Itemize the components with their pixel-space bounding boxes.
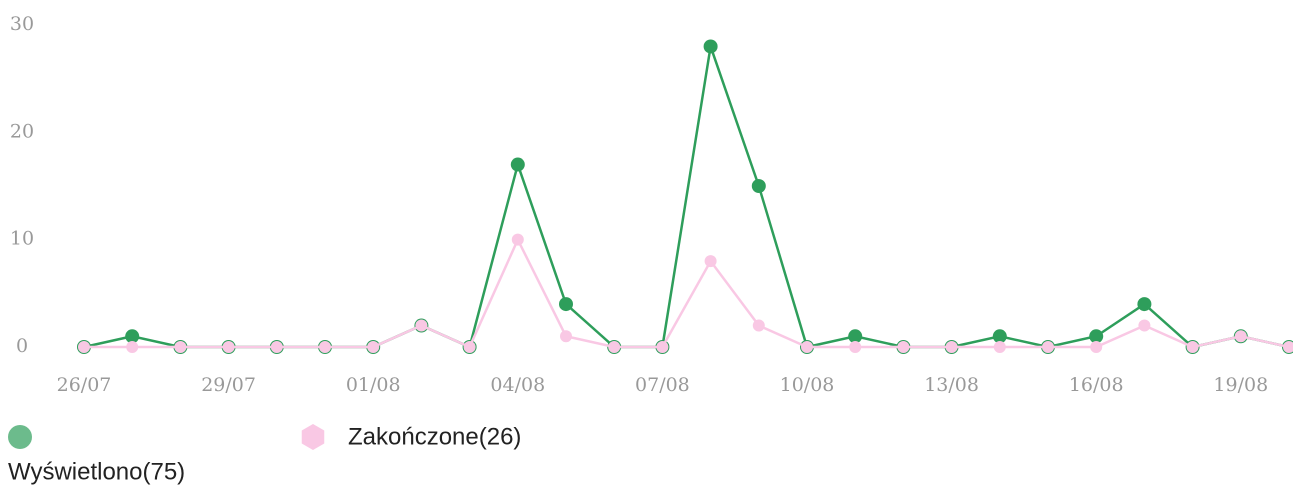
x-tick-label: 26/07 xyxy=(57,374,112,396)
point xyxy=(656,341,669,353)
point xyxy=(222,341,235,353)
point xyxy=(1234,330,1247,343)
point xyxy=(510,157,525,172)
point xyxy=(848,329,863,344)
point xyxy=(849,341,862,353)
point xyxy=(992,329,1007,344)
legend-label: Wyświetlono(75) xyxy=(8,458,185,485)
point xyxy=(1089,329,1104,344)
point xyxy=(367,341,380,353)
point xyxy=(415,319,428,332)
point xyxy=(1283,341,1293,353)
series-line xyxy=(84,236,1290,349)
point xyxy=(1090,341,1103,353)
point xyxy=(1042,341,1054,353)
x-tick-label: 07/08 xyxy=(635,374,690,396)
point xyxy=(126,341,139,353)
point xyxy=(993,341,1006,353)
point xyxy=(559,297,573,312)
y-tick-label: 10 xyxy=(10,228,34,250)
point xyxy=(751,179,766,193)
point xyxy=(125,329,140,344)
point xyxy=(608,341,621,353)
point xyxy=(319,341,331,353)
legend-label: Zakończone(26) xyxy=(348,423,521,450)
legend-marker xyxy=(8,425,32,449)
x-tick-label: 29/07 xyxy=(201,374,256,396)
x-tick-label: 04/08 xyxy=(490,374,545,396)
y-tick-label: 20 xyxy=(10,120,34,142)
point xyxy=(1186,341,1199,353)
point xyxy=(897,341,910,353)
x-tick-label: 16/08 xyxy=(1069,374,1124,396)
legend-marker xyxy=(301,424,325,450)
y-tick-label: 0 xyxy=(16,335,28,357)
point xyxy=(511,233,524,246)
x-tick-label: 10/08 xyxy=(780,374,835,396)
x-tick-label: 13/08 xyxy=(924,374,979,396)
x-tick-label: 19/08 xyxy=(1213,374,1268,396)
point xyxy=(945,341,958,353)
point xyxy=(704,255,717,268)
point xyxy=(752,319,765,332)
point xyxy=(463,341,476,353)
point xyxy=(78,341,90,353)
point xyxy=(270,341,283,353)
point xyxy=(801,341,813,353)
y-tick-label: 30 xyxy=(10,13,34,35)
x-tick-label: 01/08 xyxy=(346,374,401,396)
point xyxy=(560,330,572,343)
point xyxy=(703,39,718,54)
point xyxy=(1138,319,1151,332)
point xyxy=(1137,297,1152,312)
point xyxy=(174,341,187,353)
